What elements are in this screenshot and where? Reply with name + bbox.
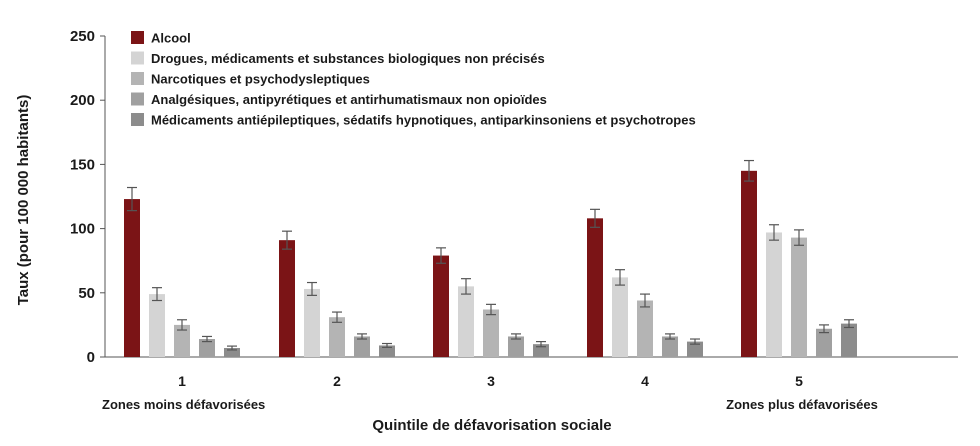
bar-series-4-cat-5 — [816, 328, 832, 357]
bar-series-5-cat-3 — [533, 344, 549, 357]
legend-swatch — [131, 113, 144, 126]
legend-swatch — [131, 72, 144, 85]
legend-item: Alcool — [131, 31, 191, 46]
x-tick-label: 4 — [641, 373, 649, 389]
x-tick-label: 2 — [333, 373, 341, 389]
bar-series-1-cat-3 — [433, 255, 449, 357]
legend-item: Médicaments antiépileptiques, sédatifs h… — [131, 113, 696, 128]
error-bar-series-1-cat-5 — [744, 159, 754, 182]
legend-label: Analgésiques, antipyrétiques et antirhum… — [151, 92, 547, 107]
bar-series-5-cat-2 — [379, 345, 395, 357]
legend-label: Alcool — [151, 31, 191, 46]
error-bar-series-3-cat-4 — [640, 293, 650, 308]
x-tick-label: 5 — [795, 373, 803, 389]
error-bar-series-2-cat-4 — [615, 269, 625, 286]
error-bar-series-5-cat-5 — [844, 319, 854, 329]
y-tick-label: 0 — [87, 349, 95, 366]
error-bar-series-4-cat-2 — [357, 333, 367, 340]
bars — [124, 159, 857, 357]
bar-group-2 — [279, 230, 395, 357]
legend: Alcool Drogues, médicaments et substances… — [131, 31, 696, 128]
legend-swatch — [131, 51, 144, 65]
y-axis: 0 50 100 150 200 250 — [70, 28, 106, 366]
bar-series-5-cat-1 — [224, 348, 240, 357]
bar-series-5-cat-5 — [841, 323, 857, 357]
y-axis-title: Taux (pour 100 000 habitants) — [15, 95, 32, 306]
y-tick-label: 200 — [70, 92, 95, 109]
legend-label: Drogues, médicaments et substances biolo… — [151, 51, 545, 66]
bar-series-2-cat-3 — [458, 286, 474, 357]
legend-swatch — [131, 31, 144, 44]
y-tick-label: 150 — [70, 156, 95, 173]
bar-series-1-cat-1 — [124, 199, 140, 357]
legend-label: Narcotiques et psychodysleptiques — [151, 72, 370, 87]
bar-series-2-cat-1 — [149, 294, 165, 357]
error-bar-series-2-cat-1 — [152, 287, 162, 302]
error-bar-series-1-cat-3 — [436, 247, 446, 264]
bar-series-1-cat-5 — [741, 170, 757, 357]
error-bar-series-3-cat-3 — [486, 303, 496, 316]
error-bar-series-3-cat-5 — [794, 229, 804, 246]
y-tick-label: 50 — [78, 285, 95, 302]
legend-swatch — [131, 92, 144, 106]
error-bar-series-4-cat-4 — [665, 333, 675, 340]
error-bar-series-2-cat-5 — [769, 224, 779, 241]
error-bar-series-4-cat-5 — [819, 324, 829, 334]
legend-item: Narcotiques et psychodysleptiques — [131, 72, 370, 87]
x-axis: 1 2 3 4 5 Zones moins défavorisées Zones plus … — [102, 356, 958, 412]
bar-series-4-cat-4 — [662, 336, 678, 357]
error-bar-series-2-cat-3 — [461, 278, 471, 295]
bar-series-3-cat-1 — [174, 324, 190, 357]
bar-series-1-cat-2 — [279, 240, 295, 357]
error-bar-series-1-cat-2 — [282, 230, 292, 250]
x-axis-title: Quintile de défavorisation sociale — [372, 417, 611, 434]
x-note-most-deprived: Zones plus défavorisées — [726, 397, 878, 412]
error-bar-series-5-cat-3 — [536, 340, 546, 348]
bar-series-4-cat-2 — [354, 336, 370, 357]
legend-item: Drogues, médicaments et substances biolo… — [131, 51, 545, 66]
error-bar-series-3-cat-2 — [332, 311, 342, 323]
bar-series-2-cat-2 — [304, 288, 320, 357]
error-bar-series-1-cat-4 — [590, 208, 600, 228]
bar-group-4 — [587, 208, 703, 357]
error-bar-series-4-cat-1 — [202, 335, 212, 343]
x-note-least-deprived: Zones moins défavorisées — [102, 397, 265, 412]
legend-item: Analgésiques, antipyrétiques et antirhum… — [131, 92, 547, 107]
bar-series-4-cat-3 — [508, 336, 524, 357]
x-tick-label: 1 — [178, 373, 186, 389]
bar-group-1 — [124, 186, 240, 357]
error-bar-series-3-cat-1 — [177, 319, 187, 331]
bar-series-3-cat-5 — [791, 237, 807, 357]
bar-series-2-cat-5 — [766, 232, 782, 357]
y-tick-label: 100 — [70, 221, 95, 238]
bar-series-4-cat-1 — [199, 339, 215, 357]
error-bar-series-4-cat-3 — [511, 333, 521, 340]
bar-series-2-cat-4 — [612, 277, 628, 357]
bar-series-3-cat-3 — [483, 309, 499, 357]
bar-series-3-cat-2 — [329, 317, 345, 357]
error-bar-series-5-cat-1 — [227, 345, 237, 351]
error-bar-series-2-cat-2 — [307, 281, 317, 296]
error-bar-series-5-cat-4 — [690, 338, 700, 345]
bar-series-3-cat-4 — [637, 300, 653, 357]
x-tick-label: 3 — [487, 373, 495, 389]
bar-series-1-cat-4 — [587, 218, 603, 357]
bar-group-3 — [433, 247, 549, 357]
error-bar-series-1-cat-1 — [127, 186, 137, 212]
bar-series-5-cat-4 — [687, 341, 703, 357]
y-tick-label: 250 — [70, 28, 95, 45]
bar-group-5 — [741, 159, 857, 357]
legend-label: Médicaments antiépileptiques, sédatifs h… — [151, 113, 696, 128]
error-bar-series-5-cat-2 — [382, 342, 392, 348]
